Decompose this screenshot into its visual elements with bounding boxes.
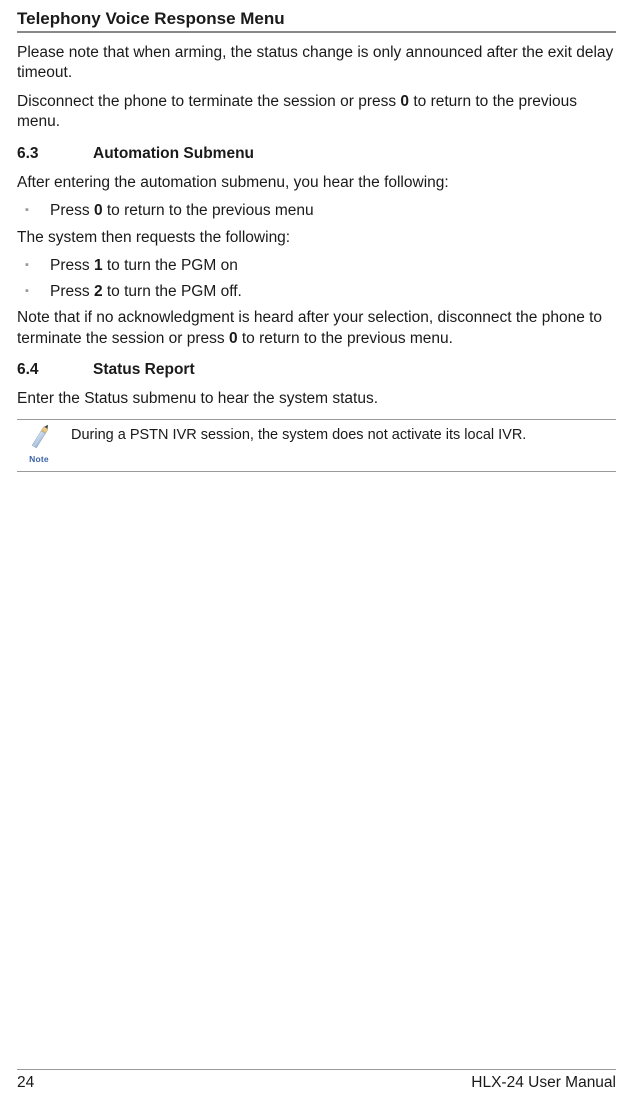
doc-title: HLX-24 User Manual — [471, 1074, 616, 1092]
automation-entry-list: Press 0 to return to the previous menu — [17, 201, 616, 221]
note-label: Note — [29, 454, 49, 464]
text: to turn the PGM on — [103, 257, 238, 274]
section-number: 6.4 — [17, 361, 93, 379]
section-title: Status Report — [93, 361, 195, 379]
automation-intro-paragraph: After entering the automation submenu, y… — [17, 173, 616, 193]
page-footer: 24 HLX-24 User Manual — [17, 1069, 616, 1092]
key-zero: 0 — [229, 330, 238, 347]
key-zero: 0 — [94, 202, 103, 219]
text: to turn the PGM off. — [103, 283, 242, 300]
text: Disconnect the phone to terminate the se… — [17, 93, 400, 110]
note-icon-wrap: Note — [17, 425, 57, 464]
arming-status-paragraph: Please note that when arming, the status… — [17, 43, 616, 84]
system-requests-paragraph: The system then requests the following: — [17, 228, 616, 248]
key-two: 2 — [94, 283, 103, 300]
section-number: 6.3 — [17, 145, 93, 163]
note-text: During a PSTN IVR session, the system do… — [71, 425, 526, 464]
list-item: Press 0 to return to the previous menu — [17, 201, 616, 221]
note-box: Note During a PSTN IVR session, the syst… — [17, 419, 616, 472]
key-zero: 0 — [400, 93, 409, 110]
section-title: Automation Submenu — [93, 145, 254, 163]
section-6-3-heading: 6.3 Automation Submenu — [17, 145, 616, 163]
list-item: Press 1 to turn the PGM on — [17, 256, 616, 276]
text: to return to the previous menu — [103, 202, 314, 219]
page-number: 24 — [17, 1074, 34, 1092]
section-6-4-heading: 6.4 Status Report — [17, 361, 616, 379]
page-title: Telephony Voice Response Menu — [17, 9, 616, 33]
pencil-icon — [28, 425, 50, 453]
list-item: Press 2 to turn the PGM off. — [17, 282, 616, 302]
disconnect-paragraph: Disconnect the phone to terminate the se… — [17, 92, 616, 133]
text: Press — [50, 257, 94, 274]
pgm-options-list: Press 1 to turn the PGM on Press 2 to tu… — [17, 256, 616, 302]
text: Press — [50, 202, 94, 219]
key-one: 1 — [94, 257, 103, 274]
no-ack-paragraph: Note that if no acknowledgment is heard … — [17, 308, 616, 349]
text: to return to the previous menu. — [238, 330, 453, 347]
text: Press — [50, 283, 94, 300]
status-submenu-paragraph: Enter the Status submenu to hear the sys… — [17, 389, 616, 409]
